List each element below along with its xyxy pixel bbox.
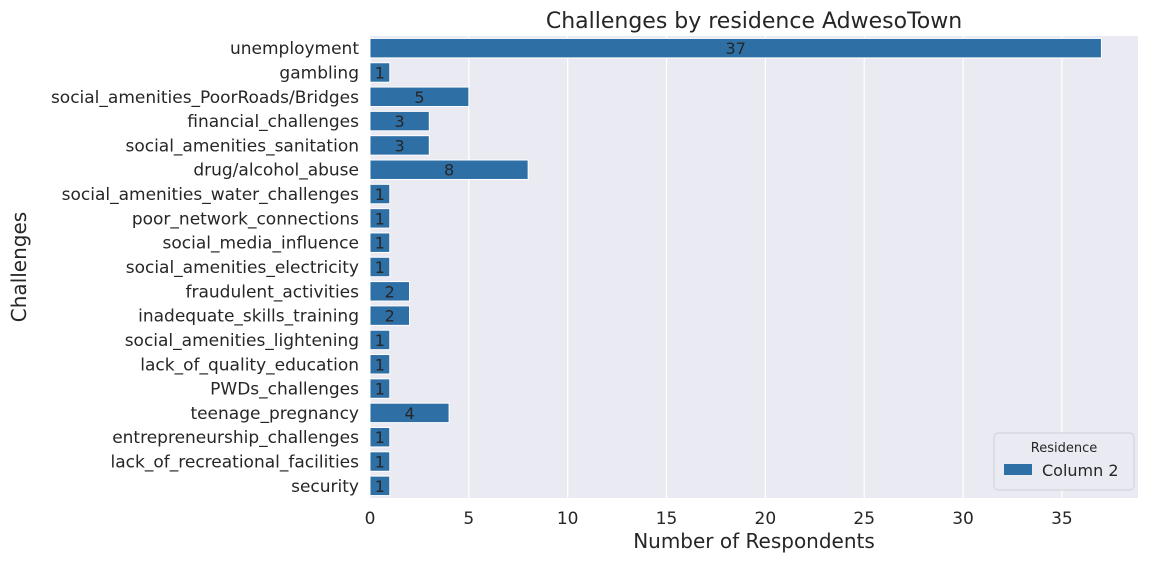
bar	[369, 62, 391, 83]
bar-value-label: 2	[385, 282, 395, 301]
y-tick-label: unemployment	[230, 39, 359, 59]
bar	[369, 402, 450, 424]
bar-value-label: 1	[375, 453, 385, 472]
x-tick-label: 20	[755, 509, 777, 529]
y-tick-label: gambling	[279, 63, 359, 83]
bar	[369, 135, 430, 156]
bar	[369, 378, 391, 399]
legend-title: Residence	[1031, 441, 1097, 456]
bar-value-label: 4	[404, 404, 414, 423]
y-tick-label: social_amenities_electricity	[126, 258, 359, 278]
bar	[369, 305, 411, 326]
y-tick-label: social_media_influence	[163, 234, 359, 254]
x-tick-label: 25	[853, 509, 875, 529]
legend-swatch	[1004, 464, 1032, 475]
chart-title: Challenges by residence AdwesoTown	[546, 9, 962, 34]
y-tick-label: financial_challenges	[187, 112, 359, 132]
y-tick-labels: unemployment gambling social_amenities_Poo…	[51, 39, 359, 497]
y-tick-label: teenage_pregnancy	[190, 404, 359, 424]
y-axis-label: Challenges	[7, 212, 31, 322]
bar-value-label: 1	[375, 380, 385, 399]
x-tick-label: 5	[463, 509, 474, 529]
bar-value-label: 8	[444, 161, 454, 180]
y-tick-label: social_amenities_lightening	[125, 331, 359, 351]
bar-value-label: 1	[375, 258, 385, 277]
y-tick-label: entrepreneurship_challenges	[112, 428, 359, 448]
bar	[369, 37, 1102, 59]
bars	[369, 37, 1102, 497]
x-tick-label: 15	[656, 509, 678, 529]
bar	[369, 354, 391, 375]
plot-background	[370, 36, 1138, 498]
bar-value-label: 1	[375, 209, 385, 228]
x-tick-label: 0	[365, 509, 376, 529]
y-tick-label: inadequate_skills_training	[138, 307, 359, 327]
bar	[369, 475, 391, 497]
bar-value-label: 1	[375, 355, 385, 374]
bar	[369, 208, 391, 229]
y-tick-label: fraudulent_activities	[186, 282, 360, 302]
bar-value-label: 1	[375, 185, 385, 204]
y-tick-label: social_amenities_sanitation	[125, 136, 359, 156]
x-axis-label: Number of Respondents	[633, 529, 875, 553]
legend-entry-label: Column 2	[1042, 461, 1119, 480]
bar-value-label: 1	[375, 234, 385, 253]
legend: Residence Column 2	[993, 432, 1135, 491]
bar	[369, 110, 430, 132]
bar	[369, 426, 391, 448]
bar-value-label: 1	[375, 63, 385, 82]
bar	[369, 451, 391, 472]
bar-value-label: 1	[375, 428, 385, 447]
bar	[369, 183, 391, 205]
y-tick-label: drug/alcohol_abuse	[193, 161, 359, 181]
bar	[369, 86, 470, 108]
bar-value-label: 2	[385, 307, 395, 326]
y-tick-label: social_amenities_PoorRoads/Bridges	[51, 88, 359, 108]
bar	[369, 159, 529, 180]
y-tick-label: lack_of_recreational_facilities	[111, 453, 360, 473]
y-tick-label: PWDs_challenges	[210, 380, 359, 400]
y-tick-label: poor_network_connections	[132, 209, 359, 229]
bar-value-label: 5	[414, 88, 424, 107]
bar-value-label: 1	[375, 477, 385, 496]
bar-value-label: 3	[395, 136, 405, 155]
bar	[369, 256, 391, 278]
y-tick-label: social_amenities_water_challenges	[62, 185, 360, 205]
y-tick-label: security	[291, 477, 359, 497]
bar	[369, 281, 411, 302]
x-tick-labels: 0 5 10 15 20 25 30 35	[365, 509, 1073, 529]
bar-value-label: 1	[375, 331, 385, 350]
bar-value-label: 37	[726, 39, 746, 58]
x-tick-label: 10	[557, 509, 579, 529]
x-tick-label: 30	[952, 509, 974, 529]
bar	[369, 329, 391, 351]
bar-value-label: 3	[395, 112, 405, 131]
grid-lines	[369, 36, 1063, 498]
bar	[369, 232, 391, 253]
legend-box	[993, 432, 1135, 491]
y-tick-label: lack_of_quality_education	[140, 355, 359, 375]
x-tick-label: 35	[1051, 509, 1073, 529]
